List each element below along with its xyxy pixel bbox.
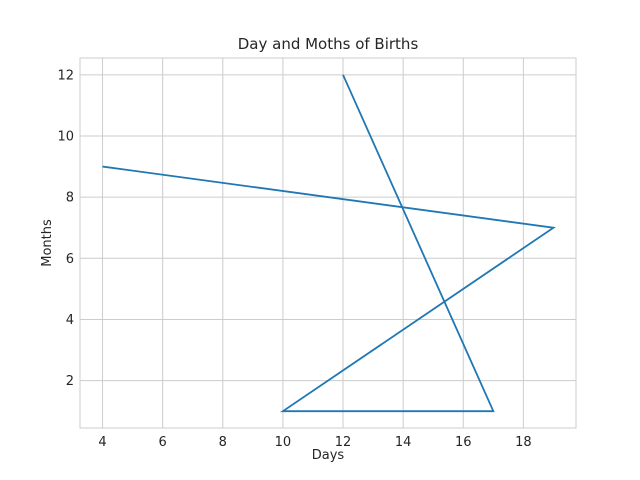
chart-title: Day and Moths of Births — [238, 35, 419, 53]
x-tick-label: 6 — [159, 435, 167, 450]
x-tick-label: 12 — [335, 435, 352, 450]
y-tick-label: 12 — [57, 68, 74, 83]
x-tick-label: 4 — [98, 435, 106, 450]
y-tick-label: 4 — [66, 313, 74, 328]
x-tick-labels: 4 6 8 10 12 14 16 18 — [98, 435, 531, 450]
y-tick-label: 8 — [66, 191, 74, 206]
y-tick-label: 10 — [57, 129, 74, 144]
x-tick-label: 14 — [395, 435, 412, 450]
grid — [80, 58, 576, 428]
series-layer — [102, 74, 556, 413]
x-tick-label: 10 — [275, 435, 292, 450]
plot-frame — [79, 57, 577, 429]
y-tick-label: 2 — [66, 374, 74, 389]
series-line — [102, 74, 556, 413]
y-tick-label: 6 — [66, 252, 74, 267]
y-axis-label: Months — [40, 219, 55, 267]
x-axis-label: Days — [312, 448, 345, 463]
x-tick-label: 18 — [515, 435, 532, 450]
x-tick-label: 8 — [219, 435, 227, 450]
x-tick-label: 16 — [455, 435, 472, 450]
y-tick-labels: 2 4 6 8 10 12 — [57, 68, 74, 389]
